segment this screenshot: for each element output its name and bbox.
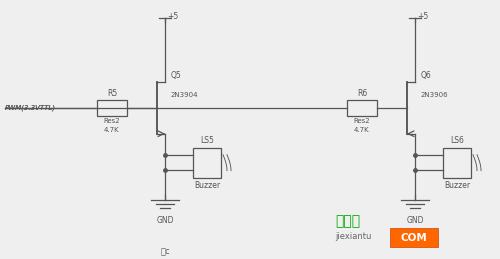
Bar [443, 148, 471, 178]
Text: 接线图: 接线图 [335, 214, 360, 228]
Text: Buzzer: Buzzer [194, 181, 220, 190]
Bar [390, 228, 438, 248]
Text: 4.7K: 4.7K [104, 127, 120, 133]
Text: GND: GND [156, 215, 174, 225]
Text: 图c: 图c [160, 248, 170, 256]
Text: GND: GND [406, 215, 424, 225]
Text: +5: +5 [417, 12, 428, 21]
Text: COM: COM [400, 233, 427, 242]
Text: jiexiantu: jiexiantu [335, 232, 372, 241]
Text: LS6: LS6 [450, 136, 464, 145]
Text: 4.7K: 4.7K [354, 127, 370, 133]
Text: 2N3904: 2N3904 [171, 92, 198, 98]
Text: Q6: Q6 [421, 71, 432, 80]
Text: LS5: LS5 [200, 136, 214, 145]
Text: PWM(3.3VTTL): PWM(3.3VTTL) [5, 105, 56, 111]
Text: Res2: Res2 [104, 118, 120, 124]
Text: PWM(3.3VTTL): PWM(3.3VTTL) [5, 105, 56, 111]
Text: Buzzer: Buzzer [444, 181, 470, 190]
Text: Res2: Res2 [354, 118, 370, 124]
Bar [97, 100, 127, 116]
Text: Q5: Q5 [171, 71, 182, 80]
Bar [193, 148, 221, 178]
Text: R5: R5 [107, 89, 117, 98]
Text: R6: R6 [357, 89, 367, 98]
Bar [347, 100, 377, 116]
Text: +5: +5 [167, 12, 178, 21]
Text: 2N3906: 2N3906 [421, 92, 448, 98]
